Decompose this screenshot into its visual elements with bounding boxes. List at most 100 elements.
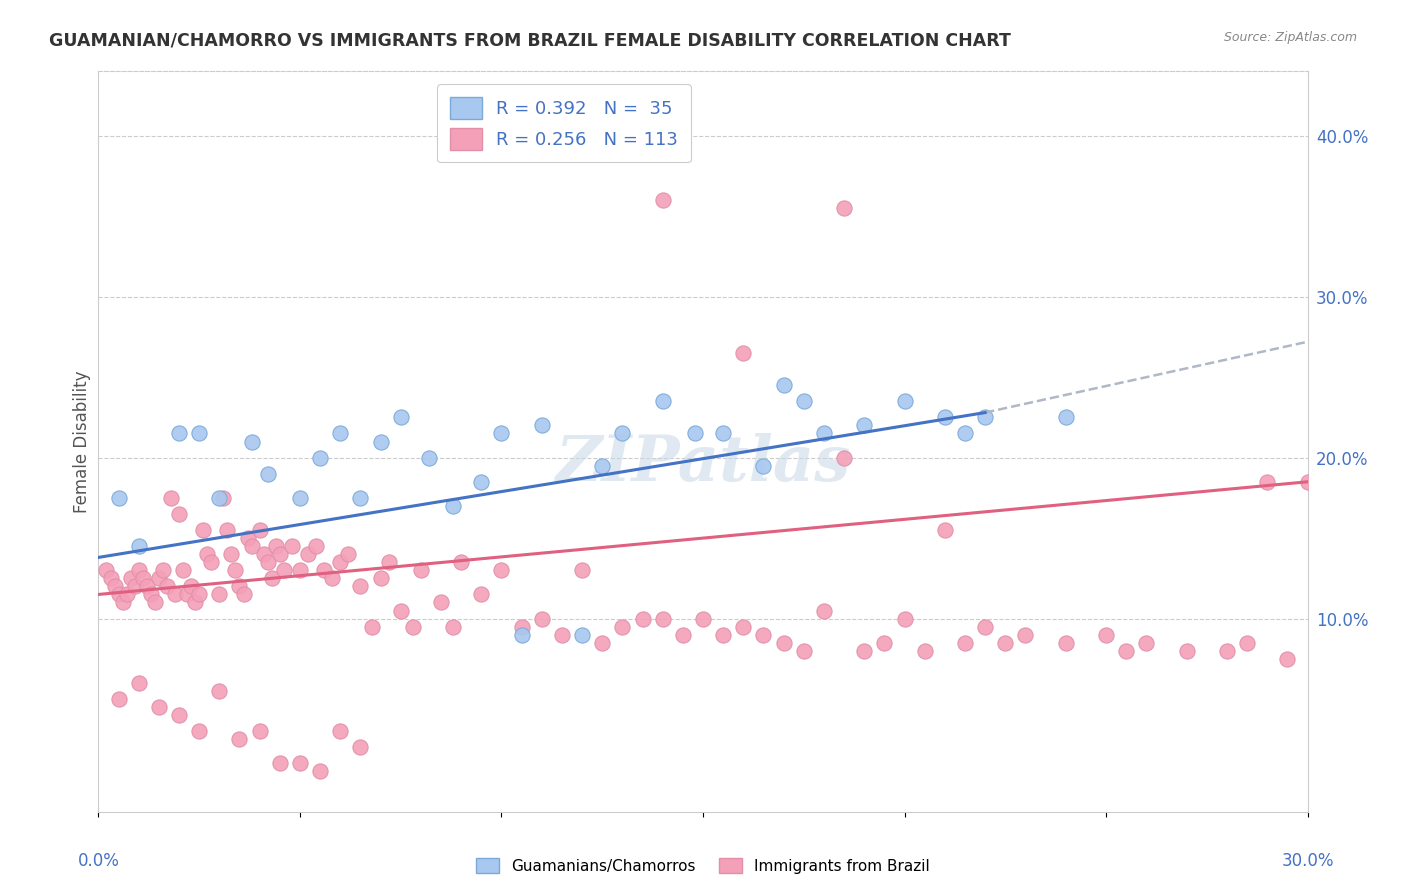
Point xyxy=(711,426,734,441)
Point xyxy=(994,636,1017,650)
Point xyxy=(953,426,976,441)
Point xyxy=(974,410,997,425)
Text: 30.0%: 30.0% xyxy=(1281,852,1334,870)
Point xyxy=(377,555,399,569)
Point xyxy=(167,708,190,723)
Point xyxy=(240,434,263,449)
Point xyxy=(793,394,815,409)
Point xyxy=(184,595,207,609)
Point xyxy=(1115,644,1137,658)
Point xyxy=(510,619,533,633)
Point xyxy=(1216,644,1239,658)
Point xyxy=(128,676,150,690)
Point xyxy=(269,756,291,771)
Point xyxy=(128,539,150,553)
Point xyxy=(612,426,634,441)
Point xyxy=(370,434,392,449)
Point xyxy=(200,555,222,569)
Text: Source: ZipAtlas.com: Source: ZipAtlas.com xyxy=(1223,31,1357,45)
Point xyxy=(176,587,198,601)
Point xyxy=(1256,475,1278,489)
Point xyxy=(240,539,263,553)
Point xyxy=(683,426,706,441)
Point xyxy=(167,507,190,521)
Point xyxy=(733,619,755,633)
Point xyxy=(132,571,155,585)
Point xyxy=(853,644,876,658)
Point xyxy=(914,644,936,658)
Point xyxy=(612,619,634,633)
Point xyxy=(253,547,276,561)
Point xyxy=(96,563,118,577)
Point xyxy=(853,418,876,433)
Point xyxy=(236,531,259,545)
Point xyxy=(180,579,202,593)
Point xyxy=(160,491,183,505)
Point xyxy=(256,555,278,569)
Point xyxy=(361,619,384,633)
Point xyxy=(591,636,613,650)
Point xyxy=(349,579,371,593)
Point xyxy=(264,539,287,553)
Point xyxy=(813,426,835,441)
Point xyxy=(228,579,250,593)
Point xyxy=(221,547,243,561)
Point xyxy=(232,587,254,601)
Point xyxy=(389,410,412,425)
Point xyxy=(107,587,129,601)
Point xyxy=(733,346,755,360)
Point xyxy=(139,587,162,601)
Point xyxy=(288,491,311,505)
Point xyxy=(217,523,239,537)
Point xyxy=(103,579,125,593)
Point xyxy=(321,571,343,585)
Point xyxy=(143,595,166,609)
Legend: Guamanians/Chamorros, Immigrants from Brazil: Guamanians/Chamorros, Immigrants from Br… xyxy=(470,852,936,880)
Point xyxy=(212,491,235,505)
Point xyxy=(107,491,129,505)
Point xyxy=(224,563,246,577)
Point xyxy=(288,563,311,577)
Point xyxy=(195,547,218,561)
Point xyxy=(148,700,170,714)
Point xyxy=(510,628,533,642)
Point xyxy=(1095,628,1118,642)
Point xyxy=(163,587,186,601)
Point xyxy=(813,603,835,617)
Point xyxy=(349,491,371,505)
Point xyxy=(256,467,278,481)
Point xyxy=(692,611,714,625)
Point xyxy=(107,692,129,706)
Point xyxy=(100,571,122,585)
Point xyxy=(314,563,336,577)
Point xyxy=(148,571,170,585)
Point xyxy=(470,587,492,601)
Point xyxy=(1054,410,1077,425)
Point xyxy=(409,563,432,577)
Point xyxy=(551,628,574,642)
Point xyxy=(228,732,250,747)
Point xyxy=(281,539,304,553)
Point xyxy=(249,523,271,537)
Point xyxy=(124,579,146,593)
Point xyxy=(491,426,513,441)
Point xyxy=(193,523,215,537)
Point xyxy=(672,628,695,642)
Point xyxy=(832,201,855,215)
Point xyxy=(188,724,211,739)
Point xyxy=(337,547,360,561)
Point xyxy=(297,547,319,561)
Point xyxy=(470,475,492,489)
Point xyxy=(208,587,231,601)
Legend: R = 0.392   N =  35, R = 0.256   N = 113: R = 0.392 N = 35, R = 0.256 N = 113 xyxy=(437,84,690,162)
Point xyxy=(309,450,332,465)
Point xyxy=(389,603,412,617)
Point xyxy=(772,636,794,650)
Point xyxy=(156,579,179,593)
Point xyxy=(893,611,915,625)
Point xyxy=(115,587,138,601)
Point xyxy=(832,450,855,465)
Point xyxy=(329,555,352,569)
Point xyxy=(1175,644,1198,658)
Text: ZIPatlas: ZIPatlas xyxy=(555,433,851,494)
